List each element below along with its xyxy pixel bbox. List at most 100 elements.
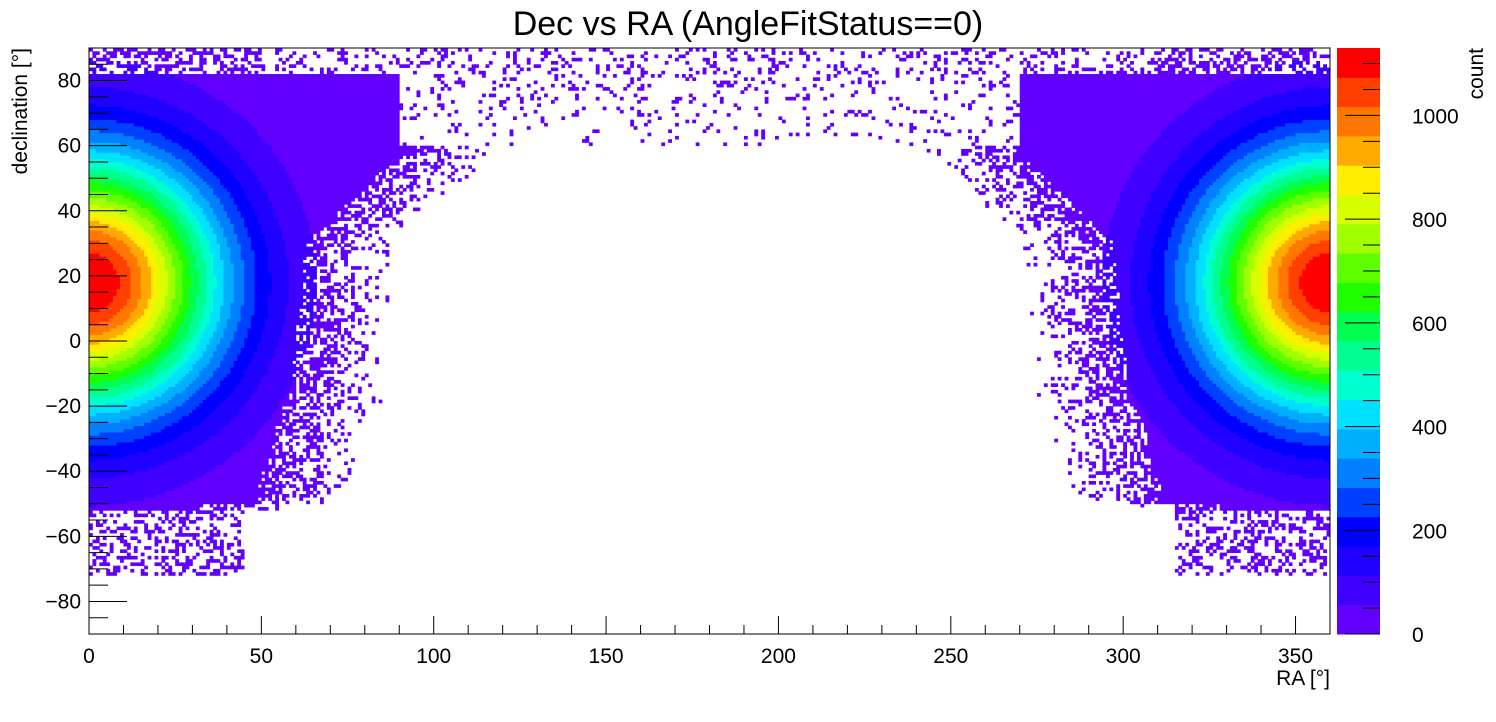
- heatmap-cell: [1157, 412, 1162, 417]
- heatmap-cell: [161, 549, 166, 554]
- heatmap-cell: [185, 510, 190, 514]
- heatmap-cell: [192, 471, 197, 475]
- heatmap-cell: [240, 471, 245, 475]
- heatmap-cell: [223, 393, 228, 397]
- heatmap-cell: [99, 451, 104, 456]
- heatmap-cell: [151, 441, 155, 446]
- heatmap-cell: [261, 494, 266, 498]
- heatmap-cell: [102, 402, 107, 407]
- heatmap-cell: [1264, 474, 1269, 479]
- heatmap-cell: [1274, 432, 1279, 436]
- heatmap-cell: [285, 464, 290, 469]
- heatmap-cell: [1167, 402, 1172, 407]
- heatmap-cell: [185, 565, 190, 570]
- heatmap-cell: [95, 422, 100, 427]
- heatmap-cell: [154, 464, 159, 469]
- heatmap-cell: [1302, 415, 1307, 420]
- heatmap-cell: [1257, 451, 1262, 456]
- heatmap-cell: [157, 441, 162, 446]
- heatmap-cell: [1119, 415, 1124, 420]
- heatmap-cell: [316, 458, 321, 462]
- heatmap-cell: [1195, 494, 1200, 498]
- heatmap-cell: [1281, 428, 1286, 433]
- heatmap-cell: [268, 415, 273, 420]
- heatmap-cell: [1171, 480, 1176, 485]
- heatmap-cell: [1126, 471, 1131, 475]
- heatmap-cell: [1309, 542, 1314, 547]
- heatmap-cell: [1267, 487, 1272, 492]
- heatmap-cell: [99, 500, 104, 505]
- heatmap-cell: [1319, 480, 1324, 485]
- heatmap-cell: [92, 503, 97, 508]
- heatmap-cell: [1209, 406, 1214, 410]
- heatmap-cell: [1178, 441, 1183, 446]
- heatmap-cell: [1147, 464, 1152, 469]
- heatmap-cell: [216, 497, 221, 501]
- heatmap-cell: [1195, 438, 1200, 443]
- heatmap-cell: [157, 412, 162, 417]
- heatmap-cell: [1171, 409, 1176, 414]
- heatmap-cell: [92, 500, 97, 505]
- heatmap-cell: [295, 399, 300, 404]
- heatmap-cell: [137, 412, 142, 417]
- heatmap-cell: [192, 428, 197, 433]
- heatmap-cell: [237, 474, 242, 479]
- heatmap-cell: [1305, 396, 1310, 400]
- heatmap-cell: [1136, 484, 1141, 488]
- heatmap-cell: [1136, 458, 1141, 462]
- heatmap-cell: [251, 425, 255, 430]
- heatmap-cell: [1174, 422, 1179, 427]
- heatmap-cell: [192, 393, 197, 397]
- heatmap-cell: [147, 402, 152, 407]
- heatmap-cell: [313, 467, 317, 472]
- heatmap-cell: [120, 412, 124, 417]
- heatmap-cell: [1205, 415, 1210, 420]
- heatmap-cell: [171, 572, 176, 576]
- heatmap-cell: [268, 419, 273, 423]
- heatmap-cell: [175, 428, 180, 433]
- heatmap-cell: [175, 500, 180, 505]
- heatmap-cell: [1233, 422, 1238, 427]
- heatmap-cell: [1292, 494, 1296, 498]
- heatmap-cell: [1185, 529, 1190, 534]
- heatmap-cell: [113, 402, 117, 407]
- heatmap-cell: [261, 412, 266, 417]
- heatmap-cell: [1216, 474, 1221, 479]
- heatmap-cell: [1233, 477, 1238, 482]
- heatmap-cell: [1157, 399, 1162, 404]
- heatmap-cell: [188, 422, 193, 427]
- heatmap-cell: [1064, 409, 1069, 414]
- heatmap-cell: [89, 419, 93, 423]
- heatmap-cell: [237, 529, 242, 534]
- heatmap-cell: [151, 412, 155, 417]
- heatmap-cell: [123, 471, 128, 475]
- heatmap-cell: [1161, 448, 1165, 453]
- heatmap-cell: [147, 510, 152, 514]
- heatmap-cell: [240, 464, 245, 469]
- heatmap-cell: [1278, 500, 1283, 505]
- heatmap-cell: [1316, 412, 1321, 417]
- heatmap-cell: [178, 510, 183, 514]
- heatmap-cell: [1133, 419, 1138, 423]
- heatmap-cell: [192, 487, 197, 492]
- heatmap-cell: [171, 406, 176, 410]
- heatmap-cell: [1285, 419, 1290, 423]
- heatmap-cell: [202, 490, 207, 495]
- heatmap-cell: [1205, 445, 1210, 449]
- heatmap-cell: [157, 402, 162, 407]
- heatmap-cell: [106, 409, 111, 414]
- heatmap-cell: [319, 480, 324, 485]
- heatmap-cell: [154, 428, 159, 433]
- heatmap-cell: [1281, 477, 1286, 482]
- heatmap-cell: [116, 568, 121, 573]
- heatmap-cell: [133, 415, 138, 420]
- heatmap-cell: [230, 474, 235, 479]
- heatmap-cell: [1309, 484, 1314, 488]
- heatmap-cell: [1126, 393, 1131, 397]
- heatmap-cell: [1240, 490, 1245, 495]
- heatmap-cell: [1281, 562, 1286, 567]
- heatmap-cell: [192, 507, 197, 511]
- heatmap-cell: [216, 393, 221, 397]
- heatmap-cell: [113, 487, 117, 492]
- heatmap-cell: [306, 487, 311, 492]
